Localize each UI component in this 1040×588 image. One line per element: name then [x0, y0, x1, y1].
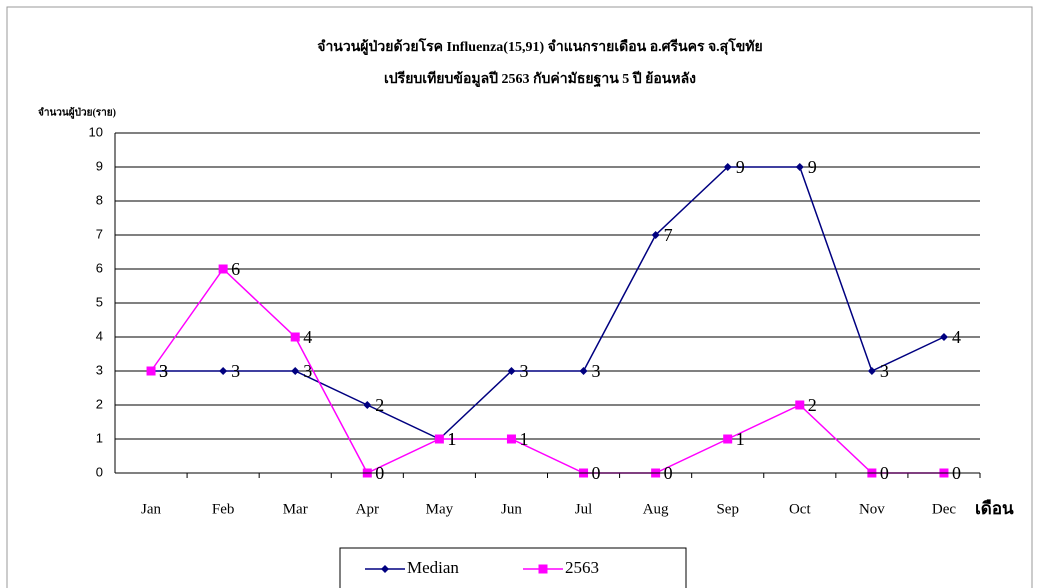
data-label: 1: [519, 429, 528, 449]
x-axis-label: เดือน: [975, 498, 1014, 518]
data-label: 1: [447, 429, 456, 449]
chart-title: จำนวนผู้ป่วยด้วยโรค Influenza(15,91) จำแ…: [317, 37, 763, 55]
x-tick-label: Oct: [789, 501, 811, 517]
data-label: 6: [231, 259, 240, 279]
marker: [579, 367, 588, 375]
data-label: 7: [664, 225, 673, 245]
marker: [434, 434, 444, 444]
x-tick-label: Jan: [141, 501, 161, 517]
legend-label: Median: [407, 558, 459, 577]
marker: [538, 564, 548, 574]
data-label: 3: [880, 361, 889, 381]
marker: [219, 367, 228, 375]
x-tick-label: Aug: [643, 501, 669, 517]
data-label: 9: [736, 157, 745, 177]
x-tick-label: May: [426, 501, 454, 517]
x-tick-label: Jul: [575, 501, 593, 517]
marker: [651, 231, 660, 239]
y-tick-label: 3: [96, 362, 103, 377]
data-label: 2: [808, 395, 817, 415]
data-label: 3: [159, 361, 168, 381]
data-label: 2: [375, 395, 384, 415]
marker: [723, 163, 732, 171]
data-label: 4: [303, 327, 312, 347]
legend-box: [339, 547, 687, 588]
chart-subtitle: เปรียบเทียบข้อมูลปี 2563 กับค่ามัธยฐาน 5…: [384, 71, 696, 88]
marker: [867, 367, 876, 375]
data-label: 3: [592, 361, 601, 381]
data-label: 3: [231, 361, 240, 381]
series-line: [150, 267, 944, 474]
x-tick-label: Nov: [859, 501, 885, 517]
data-label: 3: [159, 361, 168, 381]
y-tick-label: 6: [96, 260, 103, 275]
marker: [146, 366, 156, 376]
x-tick-label: Apr: [356, 501, 379, 517]
data-label: 3: [303, 361, 312, 381]
marker: [291, 367, 300, 375]
marker: [290, 332, 300, 342]
y-tick-label: 10: [89, 124, 103, 139]
series-line: [151, 166, 945, 440]
marker: [723, 434, 733, 444]
data-label: 9: [808, 157, 817, 177]
y-tick-label: 0: [96, 464, 103, 479]
legend-label: 2563: [565, 558, 599, 577]
marker: [939, 333, 948, 341]
marker: [381, 565, 389, 573]
x-tick-label: Feb: [212, 501, 235, 517]
y-tick-label: 8: [96, 192, 103, 207]
marker: [795, 400, 805, 410]
marker: [363, 401, 372, 409]
y-tick-label: 9: [96, 158, 103, 173]
frame: [6, 6, 1033, 588]
marker: [218, 264, 228, 274]
marker: [507, 367, 516, 375]
data-label: 3: [519, 361, 528, 381]
marker: [506, 434, 516, 444]
data-label: 1: [736, 429, 745, 449]
marker: [795, 163, 804, 171]
y-tick-label: 2: [96, 396, 103, 411]
y-tick-label: 5: [96, 294, 103, 309]
x-tick-label: Jun: [501, 501, 522, 517]
data-label: 4: [952, 327, 961, 347]
y-tick-label: 7: [96, 226, 103, 241]
x-tick-label: Dec: [932, 501, 956, 517]
x-tick-label: Sep: [716, 501, 739, 517]
y-axis-label: จำนวนผู้ป่วย(ราย): [38, 106, 116, 119]
x-tick-label: Mar: [283, 501, 308, 517]
y-tick-label: 1: [96, 430, 103, 445]
y-tick-label: 4: [96, 328, 103, 343]
